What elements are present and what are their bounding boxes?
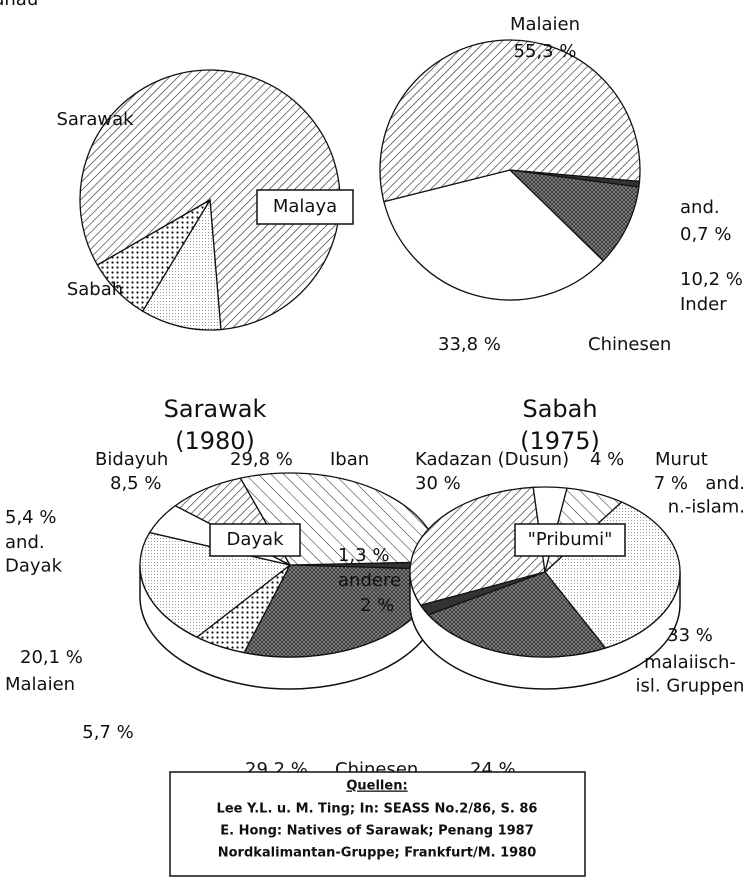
box-label: Malaya [273,196,337,217]
value-label: 7 % [654,473,688,494]
category-label: Melanau [0,0,38,10]
category-label: and. [680,197,720,218]
category-label: and. Dayak [5,532,63,576]
value-label: 5,7 % [82,722,133,743]
source: Nordkalimantan-Gruppe; Frankfurt/M. 1980 [218,846,537,861]
chart: and. 0,7 % Inder 10,2 % Chinesen 33,8 % Malaie… [379,14,743,355]
label-box [256,189,354,225]
pie-slice [419,571,546,616]
pie-slice [427,571,607,658]
pie-slice [141,197,222,331]
category-label: Sabah [67,279,123,300]
chart-title: Sabah [522,395,597,423]
value-label: 33 % [667,625,713,646]
sources-title: Quellen: [346,779,407,794]
value-label: 30 % [415,473,461,494]
value-label: 5,4 % [5,507,56,528]
value-label: 4 % [590,449,624,470]
pie-slice [508,169,640,262]
category-label: Sarawak [56,109,134,130]
pie-slice [96,199,211,313]
category-label: Inder [680,294,727,315]
source: E. Hong: Natives of Sarawak; Penang 1987 [220,824,534,839]
category-label: andere [338,570,401,591]
label-box [514,523,626,557]
value-label: 0,7 % [680,224,731,245]
value-label: 2 % [360,595,394,616]
box-label: Dayak [227,529,285,550]
value-label: 8,5 % [110,473,161,494]
category-label: Murut [655,449,708,470]
chart: Sarawak Sabah Malaya [56,69,354,331]
category-label: Kadazan (Dusun) [415,449,569,470]
pie-slice [409,486,546,606]
label-box [209,523,301,557]
pie-slice [139,531,292,638]
category-label: Bidayuh [95,449,168,470]
value-label: 10,2 % [680,269,743,290]
charts: Sarawak Sabah Malaya and. 0,7 % Inder 10,2 % Ch… [0,0,745,780]
box-label: "Pribumi" [528,529,613,550]
chart-subtitle: (1975) [520,427,600,455]
category-label: Iban [330,449,369,470]
category-label: Malaien [5,674,75,695]
value-label: 1,3 % [338,545,389,566]
chart-subtitle: (1980) [175,427,255,455]
source: Lee Y.L. u. M. Ting; In: SEASS No.2/86, … [217,802,538,817]
chart-title: Sarawak [164,395,267,423]
value-label: 20,1 % [20,647,83,668]
value-label: 55,3 % [514,41,577,62]
category-label: and. n.-islam. [668,473,745,517]
value-label: 29,8 % [230,449,293,470]
category-label: Chinesen [588,334,671,355]
value-label: 33,8 % [438,334,501,355]
sources-box [169,771,586,877]
category-label: malaiisch-isl. Gruppen [636,652,745,696]
category-label: Malaien [510,14,580,35]
pie-slice [383,169,605,301]
chart: Kadazan (Dusun) 30 % Murut 4 % and. n.-islam.… [335,395,745,780]
pie-slice [544,501,681,649]
pie-slice [379,39,641,203]
